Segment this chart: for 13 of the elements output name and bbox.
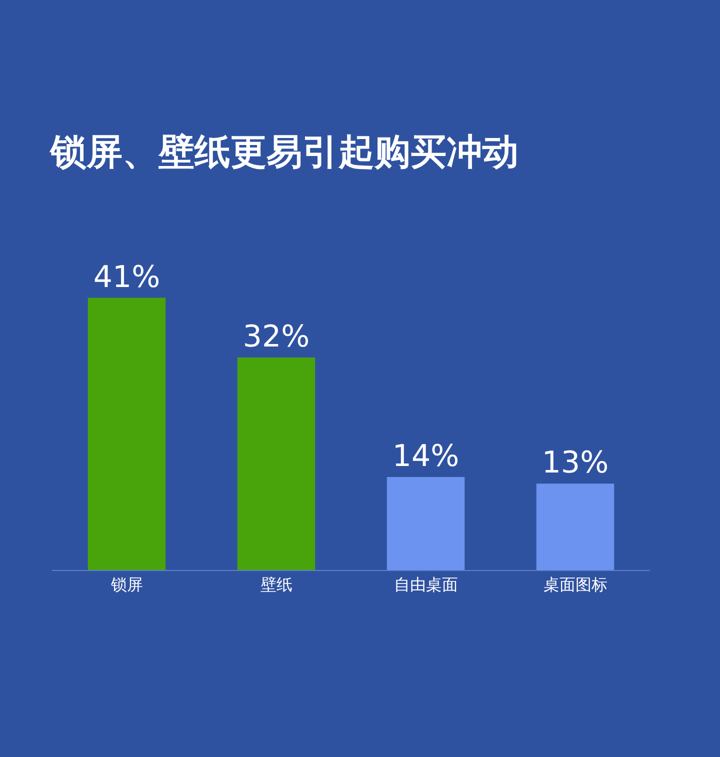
- data-label: 41%: [93, 260, 160, 295]
- bar: [386, 477, 465, 570]
- bar: [237, 358, 316, 570]
- x-tick-label: 锁屏: [110, 575, 143, 594]
- data-label: 14%: [392, 439, 460, 474]
- data-label: 32%: [242, 320, 310, 355]
- data-label: 13%: [542, 446, 609, 481]
- chart-title: 锁屏、壁纸更易引起购买冲动: [48, 132, 518, 173]
- x-tick-label: 壁纸: [260, 575, 292, 594]
- bar: [88, 298, 166, 570]
- x-tick-label: 桌面图标: [543, 575, 608, 594]
- bar: [536, 484, 614, 570]
- x-tick-label: 自由桌面: [394, 575, 458, 594]
